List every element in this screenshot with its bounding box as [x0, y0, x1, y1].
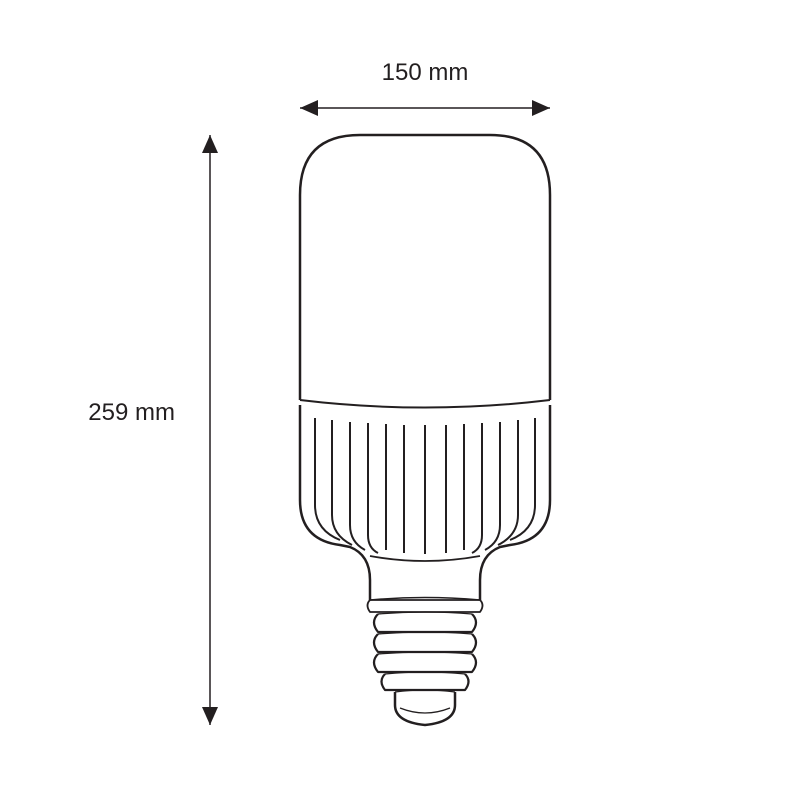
height-dimension: 259 mm — [88, 135, 218, 725]
bulb-separator — [300, 400, 550, 408]
heatsink-outline — [300, 405, 370, 600]
height-label: 259 mm — [88, 399, 175, 426]
bulb-diagram: 150 mm 259 mm — [0, 0, 800, 800]
contact-tip — [395, 690, 455, 725]
width-label: 150 mm — [382, 59, 469, 86]
screw-base — [374, 612, 476, 690]
width-dimension: 150 mm — [300, 59, 550, 116]
neck-collar — [368, 598, 483, 613]
bulb-body — [300, 135, 550, 725]
bulb-dome — [300, 135, 550, 400]
heatsink-fins — [315, 418, 535, 554]
